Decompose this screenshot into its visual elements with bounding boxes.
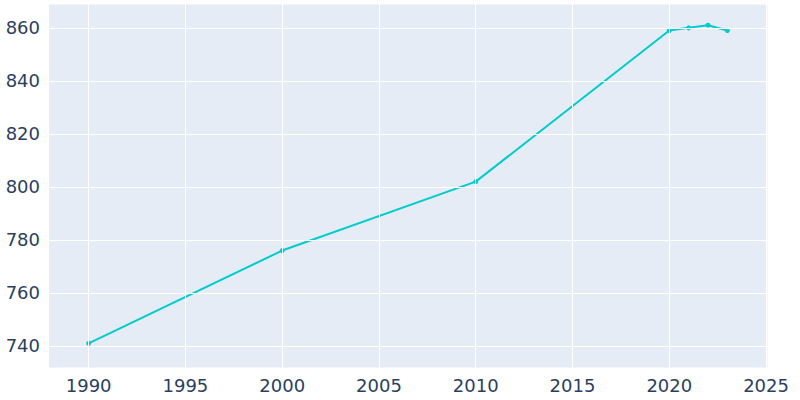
svg-text:2015: 2015	[550, 375, 596, 396]
svg-text:820: 820	[6, 123, 40, 144]
svg-text:740: 740	[6, 335, 40, 356]
svg-text:780: 780	[6, 229, 40, 250]
svg-text:860: 860	[6, 17, 40, 38]
svg-text:2010: 2010	[453, 375, 499, 396]
svg-text:2025: 2025	[743, 375, 789, 396]
svg-text:2005: 2005	[356, 375, 402, 396]
svg-text:800: 800	[6, 176, 40, 197]
svg-text:2000: 2000	[259, 375, 305, 396]
svg-text:840: 840	[6, 70, 40, 91]
svg-text:1990: 1990	[66, 375, 112, 396]
svg-text:760: 760	[6, 282, 40, 303]
svg-text:2020: 2020	[646, 375, 692, 396]
svg-text:1995: 1995	[163, 375, 209, 396]
